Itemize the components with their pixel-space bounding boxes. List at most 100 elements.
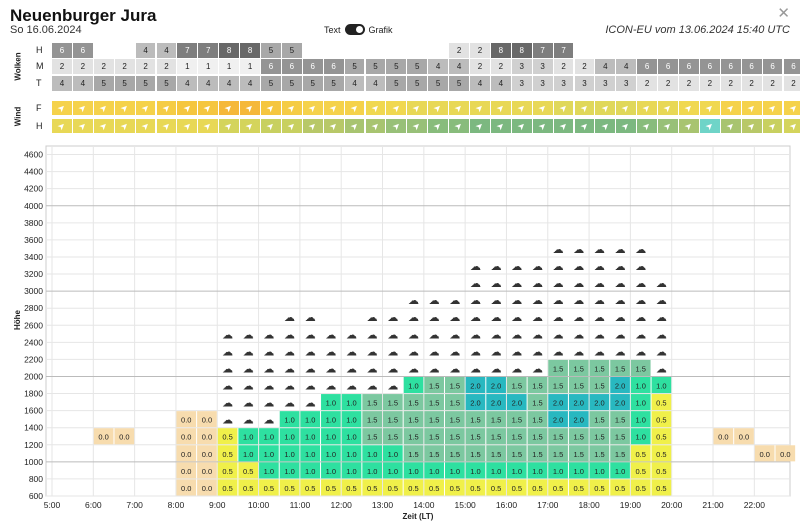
cloud-cell: 2 bbox=[93, 59, 114, 74]
thermal-value: 1.5 bbox=[532, 450, 542, 459]
thermal-cell bbox=[775, 445, 796, 462]
wind-direction-icon: ➤ bbox=[285, 119, 298, 132]
wind-row-label: F bbox=[36, 103, 42, 113]
thermal-value: 1.5 bbox=[574, 450, 584, 459]
y-tick-label: 3200 bbox=[24, 269, 43, 279]
thermal-value: 1.0 bbox=[636, 416, 646, 425]
thermal-cell bbox=[300, 428, 321, 445]
wind-direction-icon: ➤ bbox=[619, 101, 633, 114]
thermal-value: 1.0 bbox=[346, 399, 356, 408]
cloud-cell: 2 bbox=[762, 76, 783, 91]
close-icon[interactable]: ✕ bbox=[777, 5, 790, 22]
thermal-value: 1.5 bbox=[429, 416, 439, 425]
thermal-cell bbox=[362, 411, 383, 428]
x-tick-label: 17:00 bbox=[537, 500, 559, 510]
cloud-icon: ☁ bbox=[511, 295, 522, 307]
x-tick-label: 10:00 bbox=[248, 500, 270, 510]
y-tick-label: 600 bbox=[29, 491, 43, 501]
thermal-value: 2.0 bbox=[574, 416, 584, 425]
thermal-cell bbox=[465, 445, 486, 462]
wind-arrow-cell: ➤ bbox=[574, 119, 595, 133]
wind-arrow-cell: ➤ bbox=[365, 119, 386, 133]
thermal-value: 2.0 bbox=[491, 399, 501, 408]
view-toggle[interactable]: Text Grafik bbox=[324, 24, 393, 35]
thermal-cell bbox=[259, 462, 279, 479]
thermal-cell bbox=[630, 394, 651, 411]
y-tick-label: 2200 bbox=[24, 354, 43, 364]
wind-direction-icon: ➤ bbox=[243, 119, 256, 132]
wind-arrow-cell: ➤ bbox=[637, 101, 658, 115]
cloud-icon: ☁ bbox=[491, 363, 502, 375]
cloud-cell: 6 bbox=[637, 59, 658, 74]
cloud-icon: ☁ bbox=[573, 244, 584, 256]
wind-arrow-cell: ➤ bbox=[595, 101, 616, 115]
thermal-cell bbox=[651, 394, 672, 411]
cloud-icon: ☁ bbox=[656, 278, 667, 290]
wind-direction-icon: ➤ bbox=[515, 119, 528, 132]
wind-arrow-cell: ➤ bbox=[93, 101, 114, 115]
cloud-icon: ☁ bbox=[573, 329, 584, 341]
thermal-cell bbox=[465, 394, 486, 411]
thermal-cell bbox=[444, 428, 465, 445]
wind-arrow-cell: ➤ bbox=[783, 119, 800, 133]
wind-direction-icon: ➤ bbox=[118, 101, 131, 114]
wind-direction-icon: ➤ bbox=[577, 101, 591, 114]
thermal-value: 2.0 bbox=[512, 399, 522, 408]
thermal-cell bbox=[217, 445, 238, 462]
cloud-cell: 2 bbox=[741, 76, 762, 91]
wind-direction-icon: ➤ bbox=[431, 101, 444, 114]
cloud-cell: 4 bbox=[616, 59, 637, 74]
y-tick-label: 3800 bbox=[24, 218, 43, 228]
toggle-switch[interactable] bbox=[344, 24, 365, 35]
thermal-value: 0.0 bbox=[202, 450, 212, 459]
thermal-value: 2.0 bbox=[553, 416, 563, 425]
x-tick-label: 5:00 bbox=[44, 500, 61, 510]
y-tick-label: 1600 bbox=[24, 406, 43, 416]
wind-direction-icon: ➤ bbox=[222, 119, 235, 132]
thermal-cell bbox=[238, 428, 259, 445]
cloud-cell bbox=[679, 43, 699, 58]
wind-arrow-cell: ➤ bbox=[658, 119, 678, 133]
thermal-value: 1.5 bbox=[615, 416, 625, 425]
x-tick-label: 7:00 bbox=[126, 500, 143, 510]
cloud-icon: ☁ bbox=[553, 295, 564, 307]
cloud-cell: 4 bbox=[470, 76, 490, 91]
cloud-cell: 4 bbox=[72, 76, 93, 91]
cloud-icon: ☁ bbox=[408, 346, 419, 358]
cloud-cell: 5 bbox=[261, 43, 281, 58]
cloud-icon: ☁ bbox=[305, 329, 316, 341]
cloud-icon: ☁ bbox=[222, 415, 233, 427]
cloud-icon: ☁ bbox=[387, 329, 398, 341]
cloud-cell: 5 bbox=[344, 59, 365, 74]
wind-arrow-cell: ➤ bbox=[490, 119, 511, 133]
wind-direction-icon: ➤ bbox=[285, 101, 298, 114]
cloud-cell: 5 bbox=[323, 76, 344, 91]
y-tick-label: 3400 bbox=[24, 252, 43, 262]
cloud-icon: ☁ bbox=[511, 363, 522, 375]
thermal-cell bbox=[506, 376, 527, 394]
thermal-value: 1.5 bbox=[491, 433, 501, 442]
thermal-value: 0.0 bbox=[98, 433, 108, 442]
thermal-cell bbox=[341, 428, 362, 445]
cloud-icon: ☁ bbox=[491, 329, 502, 341]
wind-direction-icon: ➤ bbox=[473, 101, 486, 114]
wind-direction-icon: ➤ bbox=[389, 119, 403, 132]
wind-arrow-cell: ➤ bbox=[616, 119, 637, 133]
cloud-cell: 4 bbox=[156, 43, 177, 58]
thermal-value: 1.5 bbox=[367, 416, 377, 425]
thermal-value: 1.0 bbox=[408, 467, 418, 476]
thermal-value: 0.5 bbox=[305, 484, 315, 493]
cloud-cell bbox=[741, 43, 762, 58]
thermal-cell bbox=[486, 394, 506, 411]
wind-direction-icon: ➤ bbox=[410, 101, 424, 114]
cloud-cell: 6 bbox=[783, 59, 800, 74]
thermal-cell bbox=[424, 462, 444, 479]
wind-arrow-cell: ➤ bbox=[511, 101, 532, 115]
y-tick-label: 2800 bbox=[24, 303, 43, 313]
wind-arrow-cell: ➤ bbox=[449, 101, 469, 115]
cloud-icon: ☁ bbox=[408, 363, 419, 375]
thermal-value: 1.5 bbox=[512, 433, 522, 442]
wind-direction-icon: ➤ bbox=[222, 101, 235, 114]
thermal-value: 0.0 bbox=[739, 433, 749, 442]
cloud-icon: ☁ bbox=[511, 278, 522, 290]
